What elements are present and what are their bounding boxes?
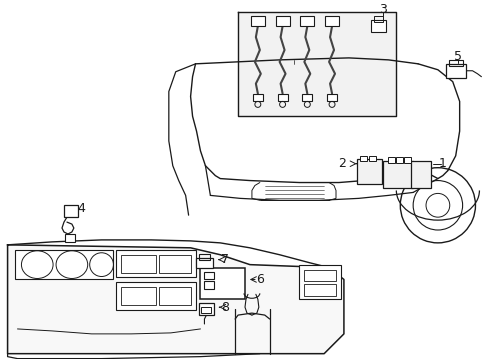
Bar bbox=[204, 271, 214, 279]
Bar bbox=[404, 157, 410, 163]
Bar bbox=[275, 16, 289, 26]
Bar bbox=[250, 16, 264, 26]
Bar bbox=[116, 283, 195, 310]
Bar bbox=[116, 250, 195, 278]
Bar bbox=[445, 64, 465, 78]
Text: 8: 8 bbox=[221, 301, 229, 314]
Bar bbox=[387, 157, 394, 163]
Bar bbox=[359, 156, 366, 161]
Bar bbox=[65, 234, 75, 242]
Bar bbox=[299, 265, 340, 299]
Bar bbox=[304, 284, 335, 296]
Bar bbox=[356, 159, 382, 184]
Bar bbox=[304, 270, 335, 282]
Bar bbox=[448, 60, 462, 66]
Text: 6: 6 bbox=[255, 273, 263, 286]
Bar bbox=[121, 287, 156, 305]
Text: 2: 2 bbox=[337, 157, 345, 170]
Bar bbox=[159, 287, 190, 305]
Bar bbox=[15, 250, 113, 279]
Bar bbox=[326, 94, 336, 102]
Bar bbox=[252, 94, 262, 102]
Bar bbox=[121, 255, 156, 273]
Bar bbox=[368, 156, 375, 161]
Bar bbox=[64, 205, 78, 217]
Bar bbox=[370, 20, 386, 32]
Bar bbox=[300, 16, 314, 26]
Text: 3: 3 bbox=[379, 3, 386, 16]
Bar bbox=[200, 267, 244, 299]
Text: 7: 7 bbox=[221, 253, 229, 266]
Bar bbox=[159, 255, 190, 273]
Polygon shape bbox=[238, 12, 396, 116]
Bar bbox=[198, 254, 210, 260]
Bar bbox=[325, 16, 338, 26]
Bar bbox=[195, 258, 213, 267]
Bar bbox=[373, 16, 383, 22]
Bar bbox=[204, 282, 214, 289]
Bar bbox=[201, 307, 211, 313]
Bar bbox=[396, 157, 403, 163]
Text: 5: 5 bbox=[453, 50, 461, 63]
Bar bbox=[198, 303, 214, 315]
Text: 1: 1 bbox=[438, 157, 446, 170]
Bar bbox=[302, 94, 312, 102]
Text: 4: 4 bbox=[78, 202, 85, 215]
Polygon shape bbox=[8, 245, 343, 354]
Bar bbox=[410, 161, 430, 189]
Bar bbox=[277, 94, 287, 102]
Bar bbox=[383, 161, 412, 189]
